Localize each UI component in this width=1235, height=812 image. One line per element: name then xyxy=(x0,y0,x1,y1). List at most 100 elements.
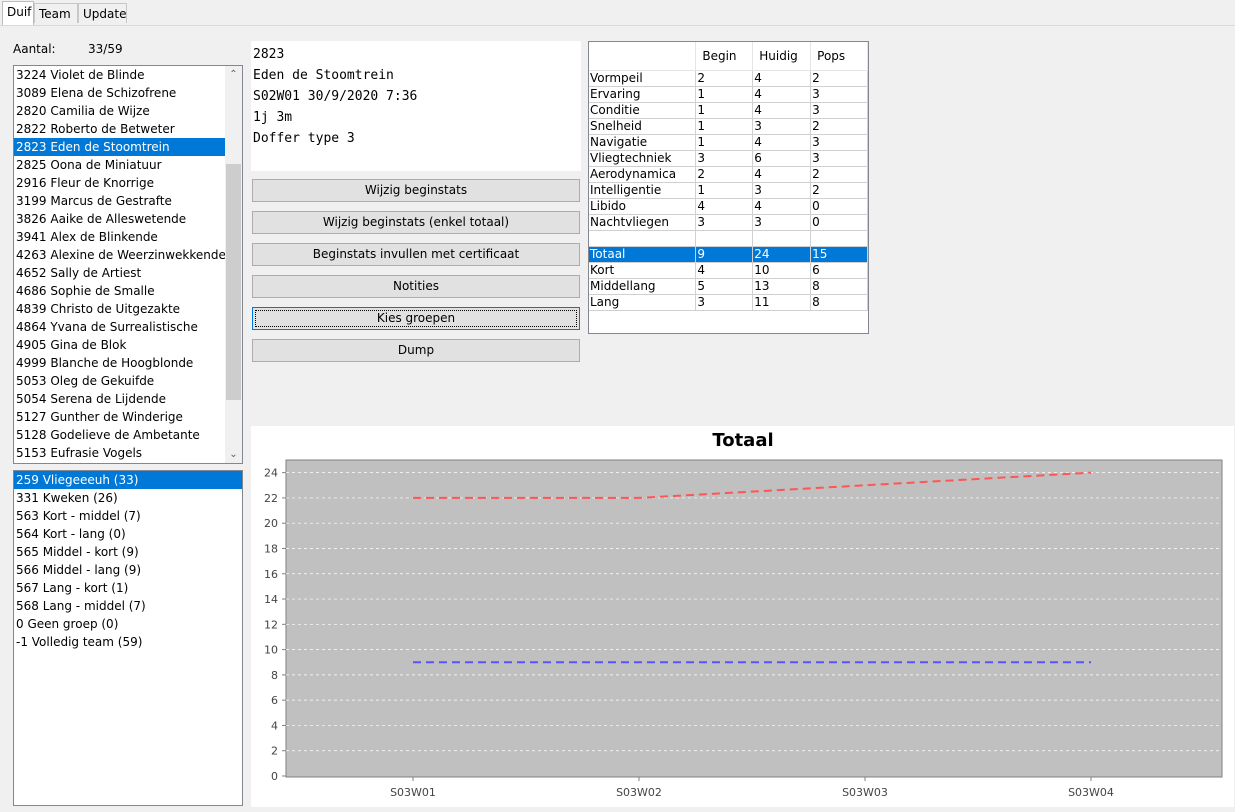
series-line-0 xyxy=(413,471,1092,499)
pigeon-list-item[interactable]: 5127 Gunther de Winderige xyxy=(16,410,183,424)
group-list-item[interactable]: 567 Lang - kort (1) xyxy=(16,581,129,595)
scroll-down-icon[interactable]: ⌄ xyxy=(229,449,238,460)
kies-groepen-button[interactable]: Kies groepen xyxy=(252,307,580,330)
tab-duif[interactable]: Duif xyxy=(2,1,34,25)
stats-cell: 8 xyxy=(810,278,868,295)
stats-row[interactable]: Libido 4 4 0 xyxy=(589,198,868,215)
group-list-item[interactable]: 259 Vliegeeeuh (33) xyxy=(14,471,242,489)
stats-row[interactable]: Nachtvliegen 3 3 0 xyxy=(589,214,868,231)
stats-cell: Totaal xyxy=(589,246,697,263)
tab-team[interactable]: Team xyxy=(34,3,78,23)
stats-cell: 3 xyxy=(810,86,868,103)
scroll-thumb[interactable] xyxy=(226,164,241,400)
notities-button[interactable]: Notities xyxy=(252,275,580,298)
pigeon-list-scrollbar[interactable]: ⌃ ⌄ xyxy=(225,66,242,463)
stats-table[interactable]: Begin Huidig Pops Vormpeil 2 4 2 Ervaring 1 4 3 Co… xyxy=(588,41,869,334)
stats-cell: 2 xyxy=(810,166,868,183)
y-tick-label: 16 xyxy=(264,568,278,581)
stats-row[interactable]: Aerodynamica 2 4 2 xyxy=(589,166,868,183)
pigeon-list-item[interactable]: 2823 Eden de Stoomtrein xyxy=(14,138,225,156)
stats-header-cell[interactable] xyxy=(589,42,697,71)
stats-header-cell[interactable]: Huidig xyxy=(752,42,812,71)
stats-row[interactable]: Vormpeil 2 4 2 xyxy=(589,70,868,87)
stats-cell: Kort xyxy=(589,262,697,279)
scroll-up-icon[interactable]: ⌃ xyxy=(229,69,238,80)
stats-cell: 5 xyxy=(695,278,754,295)
stats-row[interactable]: Kort 4 10 6 xyxy=(589,262,868,279)
stats-row[interactable]: Middellang 5 13 8 xyxy=(589,278,868,295)
stats-header-cell[interactable]: Pops xyxy=(810,42,868,71)
pigeon-list-item[interactable]: 5128 Godelieve de Ambetante xyxy=(16,428,200,442)
stats-cell: 3 xyxy=(695,150,754,167)
y-tick-label: 24 xyxy=(264,467,278,480)
stats-row[interactable]: Vliegtechniek 3 6 3 xyxy=(589,150,868,167)
info-type: Doffer type 3 xyxy=(253,131,355,146)
stats-row[interactable]: Lang 3 11 8 xyxy=(589,294,868,311)
pigeon-list-item[interactable]: 5054 Serena de Lijdende xyxy=(16,392,166,406)
stats-cell: 1 xyxy=(695,86,754,103)
wijzig-beginstats-button[interactable]: Wijzig beginstats xyxy=(252,179,580,202)
group-list-item[interactable]: 568 Lang - middel (7) xyxy=(16,599,146,613)
pigeon-list-item[interactable]: 3199 Marcus de Gestrafte xyxy=(16,194,172,208)
stats-row[interactable]: Totaal 9 24 15 xyxy=(589,246,868,263)
pigeon-list-item[interactable]: 3224 Violet de Blinde xyxy=(16,68,145,82)
stats-row[interactable]: Intelligentie 1 3 2 xyxy=(589,182,868,199)
group-list-item[interactable]: 566 Middel - lang (9) xyxy=(16,563,142,577)
stats-cell: 4 xyxy=(752,70,812,87)
group-list-item[interactable]: 563 Kort - middel (7) xyxy=(16,509,141,523)
group-list-item[interactable]: -1 Volledig team (59) xyxy=(16,635,143,649)
pigeon-list-item[interactable]: 4905 Gina de Blok xyxy=(16,338,127,352)
stats-cell: 6 xyxy=(810,262,868,279)
count-label: Aantal: xyxy=(13,42,56,56)
stats-row[interactable] xyxy=(589,230,868,247)
stats-cell: 1 xyxy=(695,118,754,135)
y-tick-label: 4 xyxy=(271,719,278,732)
group-list-item[interactable]: 564 Kort - lang (0) xyxy=(16,527,126,541)
stats-header-cell[interactable]: Begin xyxy=(695,42,754,71)
pigeon-list-item[interactable]: 3826 Aaike de Alleswetende xyxy=(16,212,187,226)
pigeon-list-item[interactable]: 2825 Oona de Miniatuur xyxy=(16,158,162,172)
pigeon-list-item[interactable]: 4864 Yvana de Surrealistische xyxy=(16,320,198,334)
pigeon-list-item[interactable]: 5153 Eufrasie Vogels xyxy=(16,446,143,460)
stats-cell: Snelheid xyxy=(589,118,697,135)
pigeon-list-item[interactable]: 4839 Christo de Uitgezakte xyxy=(16,302,181,316)
pigeon-list-item[interactable]: 3089 Elena de Schizofrene xyxy=(16,86,177,100)
stats-row[interactable]: Navigatie 1 4 3 xyxy=(589,134,868,151)
tab-bar: Duif Team Update xyxy=(0,0,1235,26)
pigeon-list-item[interactable]: 2820 Camilia de Wijze xyxy=(16,104,150,118)
pigeon-list-item[interactable]: 4263 Alexine de Weerzinwekkende xyxy=(16,248,226,262)
count-value: 33/59 xyxy=(88,42,123,56)
y-tick-label: 2 xyxy=(271,745,278,758)
stats-row[interactable]: Snelheid 1 3 2 xyxy=(589,118,868,135)
stats-cell: 3 xyxy=(752,182,812,199)
pigeon-list-item[interactable]: 4999 Blanche de Hoogblonde xyxy=(16,356,194,370)
stats-cell: 3 xyxy=(695,214,754,231)
tab-update[interactable]: Update xyxy=(78,3,127,23)
y-tick-label: 10 xyxy=(264,644,278,657)
stats-row[interactable]: Conditie 1 4 3 xyxy=(589,102,868,119)
stats-cell: 2 xyxy=(695,166,754,183)
stats-cell: Vormpeil xyxy=(589,70,697,87)
pigeon-list-item[interactable]: 4686 Sophie de Smalle xyxy=(16,284,155,298)
group-list[interactable]: 259 Vliegeeeuh (33) 331 Kweken (26) 563 Ko… xyxy=(13,470,243,806)
group-list-item[interactable]: 331 Kweken (26) xyxy=(16,491,118,505)
stats-cell: 8 xyxy=(810,294,868,311)
pigeon-list[interactable]: 3224 Violet de Blinde 3089 Elena de Schiz… xyxy=(13,65,243,464)
pigeon-list-item[interactable]: 3941 Alex de Blinkende xyxy=(16,230,158,244)
certificaat-button[interactable]: Beginstats invullen met certificaat xyxy=(252,243,580,266)
stats-cell: 9 xyxy=(695,246,754,263)
dump-button[interactable]: Dump xyxy=(252,339,580,362)
stats-cell: 2 xyxy=(695,70,754,87)
stats-row[interactable]: Ervaring 1 4 3 xyxy=(589,86,868,103)
pigeon-list-item[interactable]: 4652 Sally de Artiest xyxy=(16,266,142,280)
stats-cell: 15 xyxy=(810,246,868,263)
group-list-item[interactable]: 0 Geen groep (0) xyxy=(16,617,119,631)
pigeon-list-item[interactable]: 5053 Oleg de Gekuifde xyxy=(16,374,155,388)
info-date: S02W01 30/9/2020 7:36 xyxy=(253,89,418,104)
stats-cell xyxy=(810,230,868,247)
chart-title: Totaal xyxy=(712,430,773,451)
group-list-item[interactable]: 565 Middel - kort (9) xyxy=(16,545,139,559)
pigeon-list-item[interactable]: 2822 Roberto de Betweter xyxy=(16,122,175,136)
wijzig-beginstats-totaal-button[interactable]: Wijzig beginstats (enkel totaal) xyxy=(252,211,580,234)
pigeon-list-item[interactable]: 2916 Fleur de Knorrige xyxy=(16,176,154,190)
